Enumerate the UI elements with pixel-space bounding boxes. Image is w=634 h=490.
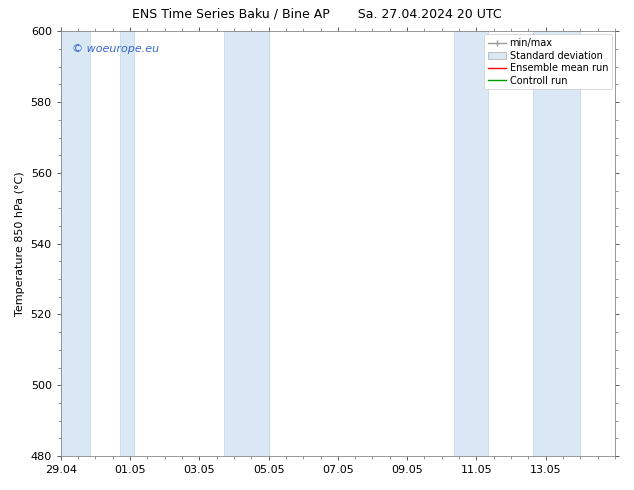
Bar (454, 31, 488, 456)
Bar (224, 31, 269, 456)
Y-axis label: Temperature 850 hPa (°C): Temperature 850 hPa (°C) (15, 172, 25, 316)
Legend: min/max, Standard deviation, Ensemble mean run, Controll run: min/max, Standard deviation, Ensemble me… (484, 34, 612, 89)
Bar (120, 31, 134, 456)
Text: ENS Time Series Baku / Bine AP       Sa. 27.04.2024 20 UTC: ENS Time Series Baku / Bine AP Sa. 27.04… (132, 7, 502, 21)
Bar (61, 31, 90, 456)
Bar (533, 31, 580, 456)
Text: © woeurope.eu: © woeurope.eu (72, 44, 159, 54)
